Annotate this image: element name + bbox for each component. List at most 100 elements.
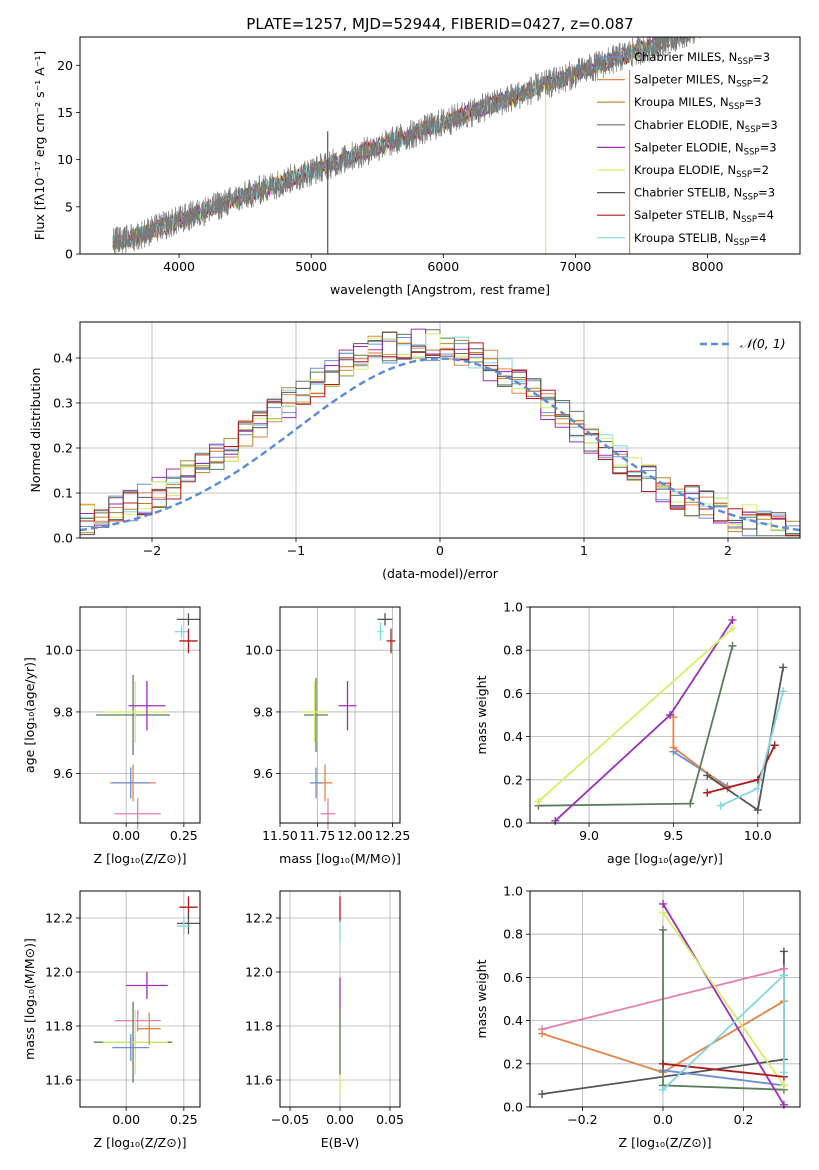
y-tick-label: 20 (57, 58, 73, 73)
x-tick-label: 0.25 (170, 1112, 198, 1127)
mass-vs-EBV-frame (279, 890, 401, 1108)
weight-line (662, 1069, 785, 1087)
y-axis-label: mass weight (474, 675, 489, 754)
spectrum-frame (79, 36, 801, 255)
histogram-step (80, 342, 800, 537)
mass-vs-Z-axes: 0.00 0.25 11.6 11.8 12.0 12.2 Z [log₁₀(Z/Z⊙)] m… (22, 891, 200, 1150)
y-tick-label: 1.0 (503, 600, 523, 615)
legend-entry: Kroupa STELIB, NSSP=4 (634, 231, 766, 248)
x-tick-label: 7000 (560, 259, 592, 274)
data-marker (728, 615, 737, 624)
x-tick-label: −0.2 (567, 1112, 597, 1127)
y-tick-label: 0.2 (53, 441, 73, 456)
y-tick-label: 9.6 (253, 766, 273, 781)
y-tick-label: 0.0 (503, 816, 523, 831)
x-tick-label: 5000 (295, 259, 327, 274)
x-axis-label: mass [log₁₀(M/M⊙)] (279, 851, 401, 866)
figure-title: PLATE=1257, MJD=52944, FIBERID=0427, z=0… (246, 15, 633, 33)
y-tick-label: 11.6 (45, 1073, 73, 1088)
y-tick-label: 0.8 (503, 643, 523, 658)
y-tick-label: 0.6 (503, 686, 523, 701)
weight-line (672, 717, 728, 790)
weight-line (537, 627, 734, 803)
data-marker (779, 947, 788, 956)
weight-vs-age-axes: 9.0 9.5 10.0 0.0 0.2 0.4 0.6 0.8 1.0 age [log₁₀(a… (474, 600, 800, 866)
y-axis-label: mass weight (474, 959, 489, 1038)
y-axis-label: age [log₁₀(age/yr)] (22, 657, 37, 773)
histogram-step (80, 331, 800, 536)
x-tick-label: 0 (436, 543, 444, 558)
x-axis-label: E(B-V) (321, 1135, 360, 1150)
x-tick-label: 0.05 (376, 1112, 404, 1127)
legend-entry: Chabrier STELIB, NSSP=3 (634, 186, 775, 203)
data-marker (658, 1085, 667, 1094)
data-marker (779, 1068, 788, 1077)
x-tick-label: 9.5 (663, 828, 683, 843)
age-vs-Z-frame (79, 606, 201, 824)
weight-vs-age-frame (529, 606, 801, 824)
weight-vs-Z-axes: −0.2 0.0 0.2 0.0 0.2 0.4 0.6 0.8 1.0 Z [log₁₀(Z/Z… (474, 884, 800, 1150)
age-vs-mass-frame (279, 606, 401, 824)
x-tick-label: −2 (143, 543, 161, 558)
x-tick-label: 0.00 (112, 1112, 140, 1127)
data-marker (779, 971, 788, 980)
y-tick-label: 0.0 (53, 531, 73, 546)
legend-entry: 𝒩(0, 1) (740, 336, 786, 351)
y-tick-label: 15 (57, 105, 73, 120)
mass-vs-EBV-axes: −0.05 0.00 0.05 11.6 11.8 12.0 12.2 E(B-V) (245, 891, 404, 1150)
x-axis-label: Z [log₁₀(Z/Z⊙)] (94, 851, 187, 866)
y-tick-label: 12.2 (245, 911, 273, 926)
data-marker (779, 663, 788, 672)
data-marker (538, 1029, 547, 1038)
data-marker (728, 624, 737, 633)
x-tick-label: 6000 (427, 259, 459, 274)
data-marker (686, 799, 695, 808)
spectrum-data (112, 37, 701, 254)
data-marker (669, 743, 678, 752)
legend-entry: Kroupa MILES, NSSP=3 (634, 95, 761, 112)
weight-vs-Z-frame (529, 890, 801, 1108)
x-tick-label: −0.05 (271, 1112, 309, 1127)
y-tick-label: 5 (65, 199, 73, 214)
data-marker (658, 1059, 667, 1068)
legend-entry: Kroupa ELODIE, NSSP=2 (634, 163, 769, 180)
residuals-frame (79, 321, 801, 539)
y-axis-label: Normed distribution (28, 368, 43, 493)
age-vs-mass-axes: 11.50 11.75 12.00 12.25 9.6 9.8 10.0 mass [log₁… (245, 607, 410, 866)
x-axis-label: wavelength [Angstrom, rest frame] (330, 282, 550, 297)
y-tick-label: 0.6 (503, 970, 523, 985)
y-tick-label: 10.0 (245, 643, 273, 658)
normal-curve (79, 357, 801, 532)
y-tick-label: 0.4 (503, 1013, 523, 1028)
data-marker (716, 801, 725, 810)
x-axis-label: (data-model)/error (382, 566, 499, 581)
y-tick-label: 0 (65, 247, 73, 262)
y-tick-label: 0.3 (53, 396, 73, 411)
data-marker (753, 784, 762, 793)
y-tick-label: 0.2 (503, 772, 523, 787)
legend-entry: Chabrier MILES, NSSP=3 (634, 50, 770, 67)
x-tick-label: 12.00 (337, 828, 373, 843)
data-marker (728, 641, 737, 650)
y-tick-label: 11.8 (45, 1019, 73, 1034)
x-axis-label: Z [log₁₀(Z/Z⊙)] (94, 1135, 187, 1150)
x-tick-label: 0.00 (326, 1112, 354, 1127)
data-marker (658, 925, 667, 934)
y-tick-label: 11.8 (245, 1019, 273, 1034)
data-marker (658, 899, 667, 908)
y-axis-label: Flux [fλ10⁻¹⁷ erg cm⁻² s⁻¹ A⁻¹] (32, 51, 47, 240)
weight-line (662, 1062, 784, 1078)
y-tick-label: 1.0 (503, 884, 523, 899)
data-marker (779, 1081, 788, 1090)
y-tick-label: 12.0 (45, 965, 73, 980)
x-tick-label: 11.75 (300, 828, 336, 843)
y-tick-label: 12.2 (45, 911, 73, 926)
data-marker (658, 908, 667, 917)
x-tick-label: 1 (580, 543, 588, 558)
data-marker (703, 788, 712, 797)
histogram-step (80, 333, 800, 537)
data-marker (779, 687, 788, 696)
y-axis-label: mass [log₁₀(M/M⊙)] (22, 938, 37, 1060)
x-tick-label: 9.0 (579, 828, 599, 843)
x-tick-label: 12.25 (375, 828, 411, 843)
